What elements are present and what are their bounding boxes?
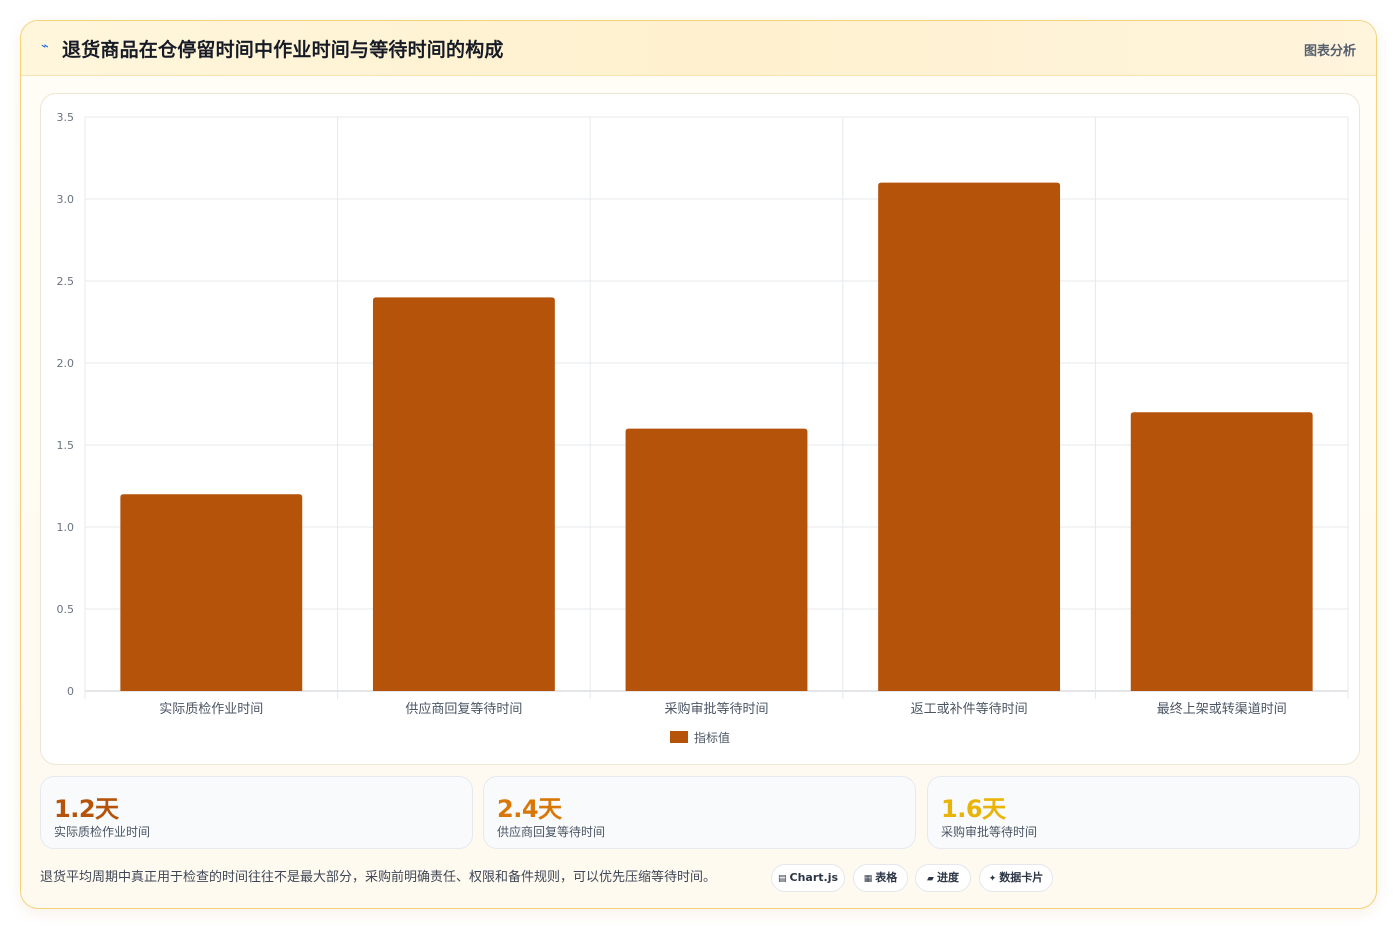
kpi-label: 实际质检作业时间 [54, 825, 151, 839]
pill-table[interactable]: ▦ 表格 [853, 864, 908, 892]
kpi-card-quality: 1.2天 实际质检作业时间 [40, 776, 473, 849]
kpi-value: 1.2天 [54, 795, 119, 823]
pill-label: Chart.js [789, 871, 839, 884]
x-tick-label: 采购审批等待时间 [664, 701, 768, 717]
pill-label: 数据卡片 [999, 871, 1044, 884]
progress-icon: ▰ [927, 874, 934, 884]
y-tick-label: 3.0 [57, 193, 75, 206]
x-tick-label: 供应商回复等待时间 [405, 701, 522, 717]
pill-data-card[interactable]: ✦ 数据卡片 [979, 864, 1053, 892]
kpi-card-supplier: 2.4天 供应商回复等待时间 [483, 776, 916, 849]
chart-title: 退货商品在仓停留时间中作业时间与等待时间的构成 [62, 39, 504, 61]
bar-3 [625, 428, 808, 691]
bar-5 [1130, 412, 1313, 691]
bar-chart: 0 0.5 1.0 1.5 2.0 2.5 3.0 3.5 实际质检作业时间 供应商回复等待时间 采… [57, 111, 1349, 745]
y-tick-label: 1.5 [57, 439, 75, 452]
kpi-card-approval: 1.6天 采购审批等待时间 [927, 776, 1360, 849]
y-tick-label: 2.5 [57, 275, 75, 288]
bar-2 [372, 297, 555, 691]
y-tick-label: 1.0 [57, 521, 75, 534]
chart-container: 0 0.5 1.0 1.5 2.0 2.5 3.0 3.5 实际质检作业时间 供应商回复等待时间 采… [40, 93, 1360, 765]
chart-card: ⌁ 退货商品在仓停留时间中作业时间与等待时间的构成 图表分析 0 0.5 1.0 1.… [20, 20, 1377, 909]
analysis-tag: 图表分析 [1303, 44, 1356, 59]
x-tick-label: 实际质检作业时间 [159, 702, 263, 717]
sparkle-icon: ✦ [988, 874, 997, 884]
y-tick-label: 0.5 [57, 603, 75, 616]
card-header: ⌁ 退货商品在仓停留时间中作业时间与等待时间的构成 图表分析 [21, 21, 1376, 76]
chart-line-icon: ⌁ [41, 39, 49, 54]
chart-icon: ▤ [777, 874, 787, 884]
x-tick-label: 返工或补件等待时间 [911, 701, 1028, 717]
x-tick-label: 最终上架或转渠道时间 [1157, 701, 1287, 717]
y-tick-label: 0 [67, 685, 74, 698]
kpi-value: 2.4天 [497, 795, 562, 823]
bar-1 [120, 494, 303, 691]
pill-label: 进度 [936, 871, 959, 884]
y-tick-label: 3.5 [57, 111, 75, 124]
legend-swatch [670, 731, 688, 743]
pill-progress[interactable]: ▰ 进度 [915, 864, 971, 892]
kpi-label: 供应商回复等待时间 [497, 825, 606, 839]
pill-label: 表格 [875, 871, 898, 884]
pill-chartjs[interactable]: ▤ Chart.js [771, 864, 845, 892]
table-icon: ▦ [863, 874, 873, 884]
y-tick-label: 2.0 [57, 357, 75, 370]
bar-4 [878, 182, 1061, 691]
kpi-value: 1.6天 [941, 795, 1006, 823]
footnote-text: 退货平均周期中真正用于检查的时间往往不是最大部分，采购前明确责任、权限和备件规则… [40, 870, 717, 885]
legend-label: 指标值 [694, 730, 730, 745]
kpi-label: 采购审批等待时间 [941, 825, 1038, 839]
